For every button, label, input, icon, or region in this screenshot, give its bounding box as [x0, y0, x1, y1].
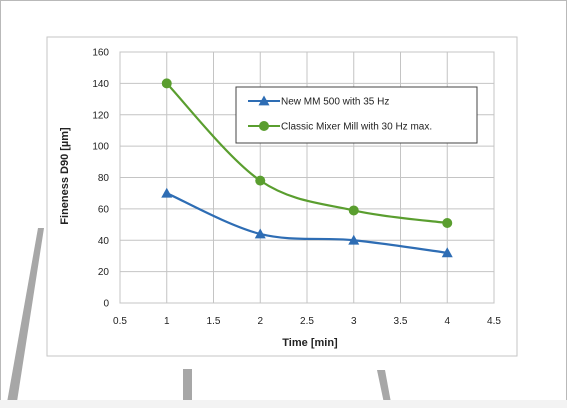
data-point: [348, 205, 359, 216]
series: [161, 187, 453, 258]
y-tick-label: 100: [92, 142, 109, 153]
series-layer: [161, 78, 453, 258]
legend-entries: New MM 500 with 35 Hz Classic Mixer Mill …: [248, 95, 432, 133]
x-tick-label: 0.5: [113, 316, 127, 327]
data-point: [348, 234, 360, 245]
x-tick-label: 4.5: [487, 316, 501, 327]
y-tick-label: 60: [98, 204, 110, 215]
series-line: [166, 192, 448, 254]
stand-leg-right: [377, 370, 392, 408]
x-tick-label: 4: [444, 316, 450, 327]
x-tick-label: 2: [257, 316, 263, 327]
data-point: [441, 247, 453, 258]
legend-marker: [259, 121, 269, 131]
data-point: [161, 187, 173, 198]
y-tick-label: 80: [98, 173, 110, 184]
x-tick-label: 2.5: [300, 316, 314, 327]
x-axis-label: Time [min]: [282, 337, 338, 349]
y-tick-label: 120: [92, 110, 109, 121]
legend-item: Classic Mixer Mill with 30 Hz max.: [248, 121, 432, 133]
data-point: [161, 78, 172, 89]
y-tick-label: 160: [92, 48, 109, 59]
stand-leg-left: [6, 228, 44, 408]
data-point: [254, 228, 266, 239]
legend-item: New MM 500 with 35 Hz: [248, 95, 389, 108]
y-tick-label: 20: [98, 267, 110, 278]
x-tick-label: 3.5: [394, 316, 408, 327]
legend-label: New MM 500 with 35 Hz: [281, 97, 389, 108]
y-axis-label: Fineness D90 [µm]: [59, 127, 71, 225]
legend-marker: [258, 95, 270, 106]
legend-label: Classic Mixer Mill with 30 Hz max.: [281, 122, 432, 133]
background-artifacts: [0, 228, 567, 408]
stand-leg-middle: [183, 369, 192, 408]
y-tick-label: 0: [103, 299, 109, 310]
x-tick-label: 1.5: [207, 316, 221, 327]
data-point: [255, 175, 266, 186]
series: [161, 78, 453, 228]
x-tick-label: 3: [351, 316, 357, 327]
series-line: [165, 82, 448, 225]
legend-box: [235, 86, 478, 144]
y-tick-label: 140: [92, 79, 109, 90]
data-point: [442, 217, 453, 228]
tick-labels: 0.5 1 1.5 2 2.5 3 3.5 4 4.5 0 20 40 60 80 100 120 140 160: [92, 48, 501, 328]
x-tick-label: 1: [164, 316, 170, 327]
bottom-strip: [0, 400, 567, 408]
legend: New MM 500 with 35 Hz Classic Mixer Mill …: [235, 86, 478, 144]
y-tick-label: 40: [98, 236, 110, 247]
